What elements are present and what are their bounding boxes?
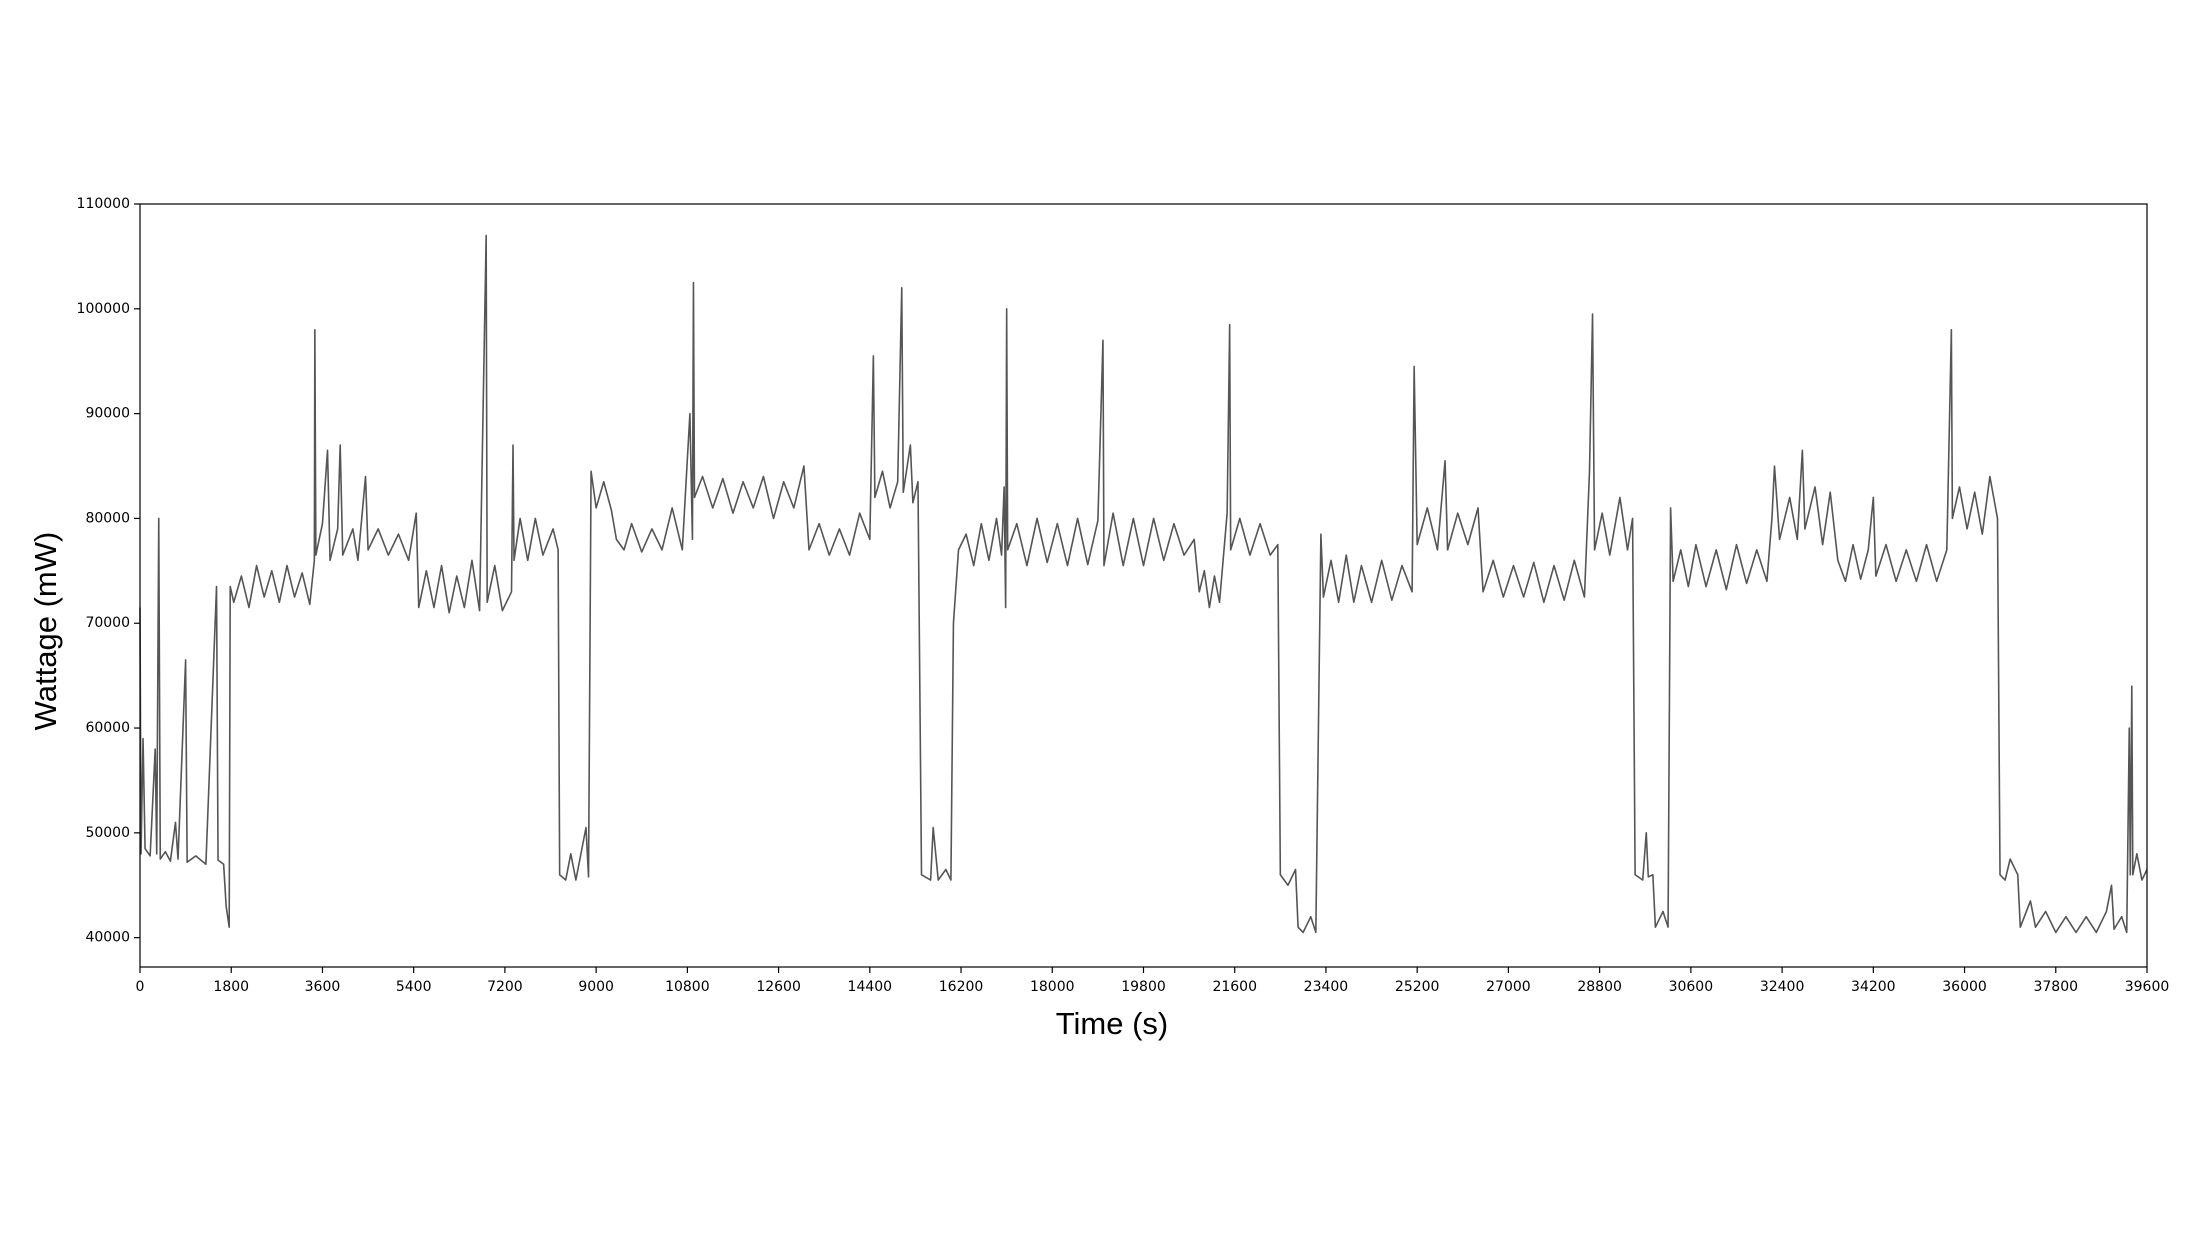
x-tick-label: 23400 [1304,979,1349,995]
x-tick-label: 30600 [1669,979,1714,995]
y-tick-label: 50000 [85,825,130,841]
x-tick-label: 1800 [213,979,249,995]
x-tick-label: 0 [136,979,145,995]
x-tick-label: 19800 [1121,979,1166,995]
x-tick-label: 14400 [848,979,893,995]
x-axis-label: Time (s) [1056,1006,1169,1041]
x-tick-label: 32400 [1760,979,1805,995]
data-line [139,234,2148,934]
x-tick-label: 34200 [1851,979,1896,995]
x-tick-label: 39600 [2125,979,2170,995]
y-tick-label: 90000 [85,406,130,422]
plot-frame [139,203,2148,968]
y-tick-label: 70000 [85,615,130,631]
x-tick-label: 7200 [487,979,523,995]
y-tick-label: 60000 [85,720,130,736]
y-tick-label: 80000 [85,510,130,526]
x-tick-label: 16200 [939,979,984,995]
x-tick-label: 5400 [396,979,432,995]
x-tick-label: 27000 [1486,979,1531,995]
x-tick-label: 10800 [665,979,710,995]
x-tick-label: 12600 [756,979,801,995]
x-tick-label: 25200 [1395,979,1440,995]
y-tick-label: 100000 [77,301,130,317]
x-tick-label: 36000 [1942,979,1987,995]
x-tick-label: 9000 [578,979,614,995]
y-axis-label: Wattage (mW) [28,532,63,731]
x-tick-label: 28800 [1577,979,1622,995]
x-tick-label: 18000 [1030,979,1075,995]
y-tick-label: 40000 [85,930,130,946]
y-tick-label: 110000 [77,196,130,212]
x-tick-label: 37800 [2033,979,2078,995]
x-tick-label: 21600 [1212,979,1257,995]
x-tick-label: 3600 [305,979,341,995]
